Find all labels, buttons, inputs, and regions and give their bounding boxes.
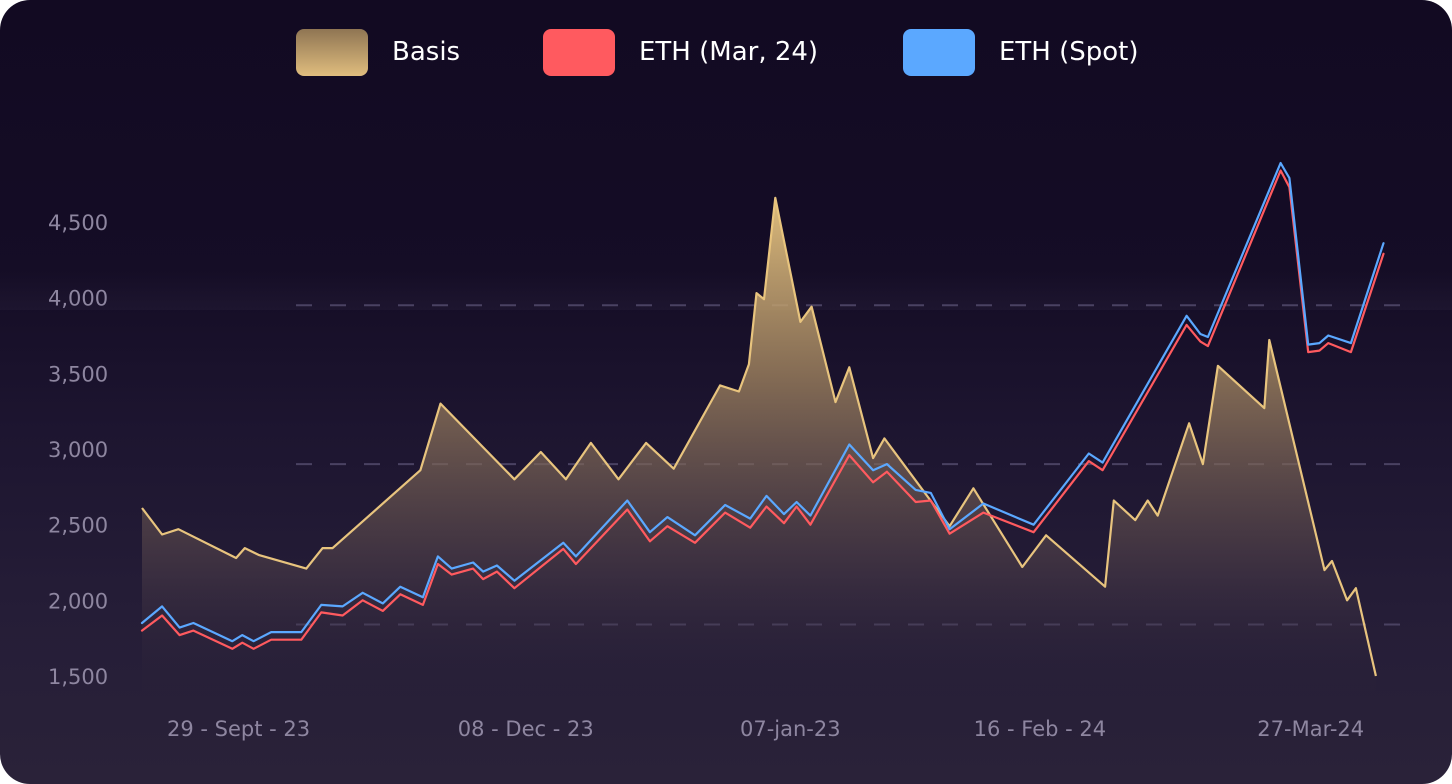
legend-label-basis: Basis [392,37,461,67]
legend-item-eth-mar[interactable]: ETH (Mar, 24) [543,28,818,76]
x-tick-label: 07-jan-23 [740,717,841,741]
eth-lines-layer [140,161,1385,650]
y-tick-label: 4,000 [48,287,108,311]
y-tick-label: 3,000 [48,438,108,462]
legend-item-eth-spot[interactable]: ETH (Spot) [903,28,1139,76]
y-tick-label: 2,500 [48,514,108,538]
y-axis-ticks: 1,500 2,000 2,500 3,000 3,500 4,000 4,500 [48,211,108,689]
legend-swatch-basis [296,28,368,76]
legend: Basis ETH (Mar, 24) ETH (Spot) [0,28,1452,78]
eth-mar-line [140,169,1385,650]
x-axis-ticks: 29 - Sept - 23 08 - Dec - 23 07-jan-23 16 -… [167,717,1364,741]
basis-area [142,197,1376,701]
eth-spot-line [140,161,1385,643]
x-tick-label: 08 - Dec - 23 [458,717,594,741]
basis-area-layer [141,196,1377,701]
x-tick-label: 27-Mar-24 [1257,717,1364,741]
x-tick-label: 29 - Sept - 23 [167,717,310,741]
x-tick-label: 16 - Feb - 24 [974,717,1106,741]
y-tick-label: 3,500 [48,362,108,386]
y-tick-label: 4,500 [48,211,108,235]
legend-item-basis[interactable]: Basis [296,28,460,76]
legend-swatch-eth-mar [543,28,615,76]
y-tick-label: 2,000 [48,589,108,613]
legend-swatch-eth-spot [903,28,975,76]
basis-line [141,196,1377,677]
legend-label-eth-spot: ETH (Spot) [999,37,1139,67]
legend-label-eth-mar: ETH (Mar, 24) [639,37,819,67]
y-tick-label: 1,500 [48,665,108,689]
background-band [0,270,1452,310]
